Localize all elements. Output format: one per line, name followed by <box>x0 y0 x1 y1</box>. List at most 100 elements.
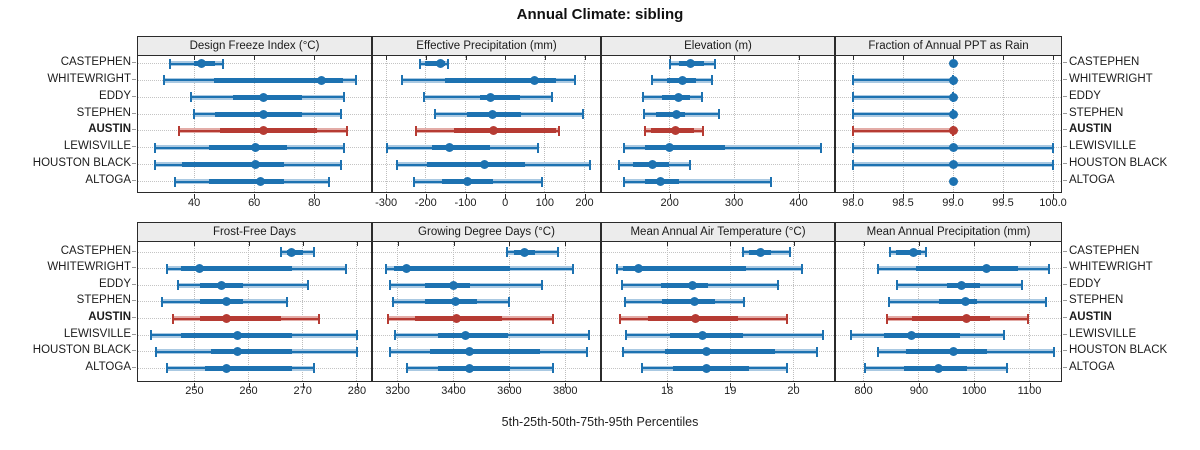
whisker-cap-5th <box>395 159 398 170</box>
x-tick-mark-top <box>544 56 546 60</box>
whisker-cap-95th <box>340 109 343 120</box>
y-tick-mark <box>1063 267 1067 269</box>
median-dot <box>451 314 461 323</box>
whisker-cap-95th <box>717 109 720 120</box>
x-tick-mark-top <box>584 56 586 60</box>
whisker-cap-95th <box>1021 280 1024 291</box>
row-label-right: LEWISVILLE <box>1069 327 1137 340</box>
whisker-cap-5th <box>888 247 891 257</box>
percentile-band-25-75 <box>182 162 285 168</box>
whisker-cap-95th <box>689 159 692 170</box>
median-dot <box>689 297 699 307</box>
row-label-right: EDDY <box>1069 89 1101 102</box>
percentile-line-5-95 <box>178 284 309 287</box>
whisker-cap-5th <box>622 142 625 153</box>
percentile-line-5-95 <box>623 180 771 183</box>
y-tick-mark <box>1063 78 1067 80</box>
whisker-cap-95th <box>1006 363 1009 374</box>
whisker-cap-5th <box>642 109 645 120</box>
row-label-left: LEWISVILLE <box>63 327 131 340</box>
whisker-cap-95th <box>552 363 555 374</box>
vertical-gridline <box>356 242 358 381</box>
x-tick-mark-top <box>903 56 904 60</box>
x-tick-label: 200 <box>660 197 679 209</box>
vertical-gridline <box>918 242 920 381</box>
median-dot <box>401 264 411 274</box>
whisker-cap-5th <box>624 296 627 307</box>
whisker-cap-5th <box>160 296 163 307</box>
percentile-band-25-75 <box>427 162 525 168</box>
whisker-cap-95th <box>700 92 703 103</box>
row-label-left: ALTOGA <box>85 360 131 373</box>
percentile-line-5-95 <box>853 79 953 82</box>
panel-plot-area <box>836 56 1061 192</box>
vertical-gridline <box>193 242 195 381</box>
whisker-cap-5th <box>852 125 854 136</box>
median-dot <box>195 264 205 274</box>
row-label-right: STEPHEN <box>1069 106 1124 119</box>
median-dot <box>450 297 460 307</box>
y-tick-mark <box>132 267 136 269</box>
whisker-cap-5th <box>412 176 415 187</box>
x-tick-mark <box>386 194 388 199</box>
row-label-left: AUSTIN <box>88 123 131 136</box>
y-tick-mark <box>1063 300 1067 302</box>
whisker-cap-5th <box>852 109 854 120</box>
row-label-right: WHITEWRIGHT <box>1069 72 1153 85</box>
x-tick-mark <box>584 194 586 199</box>
whisker-cap-5th <box>163 75 166 86</box>
vertical-gridline <box>669 56 671 192</box>
whisker-cap-5th <box>154 159 157 170</box>
whisker-cap-5th <box>622 176 625 187</box>
whisker-cap-95th <box>1047 263 1050 274</box>
x-tick-label: -100 <box>454 197 477 209</box>
whisker-cap-5th <box>178 125 181 136</box>
vertical-gridline <box>584 56 585 192</box>
whisker-cap-95th <box>1052 142 1054 153</box>
y-tick-mark <box>132 250 136 252</box>
whisker-cap-95th <box>536 142 539 153</box>
x-tick-mark-top <box>465 56 467 60</box>
percentile-band-25-75 <box>213 77 343 83</box>
percentile-band-25-75 <box>912 316 991 321</box>
percentile-band-25-75 <box>393 266 510 272</box>
x-tick-mark-top <box>425 56 427 60</box>
row-label-left: CASTEPHEN <box>60 244 131 257</box>
median-dot <box>948 126 958 136</box>
row-label-right: AUSTIN <box>1069 123 1112 136</box>
median-dot <box>671 126 680 136</box>
median-dot <box>673 92 683 102</box>
vertical-gridline <box>902 56 904 192</box>
y-tick-mark <box>1063 62 1067 63</box>
vertical-gridline <box>302 242 304 381</box>
row-label-right: ALTOGA <box>1069 360 1115 373</box>
whisker-cap-95th <box>346 125 349 136</box>
whisker-cap-5th <box>621 346 624 357</box>
x-tick-mark <box>565 383 567 388</box>
whisker-cap-95th <box>328 176 331 187</box>
median-dot <box>530 75 539 85</box>
panel-plot-area <box>373 56 600 192</box>
x-tick-mark <box>1029 383 1031 388</box>
whisker-cap-95th <box>285 296 288 307</box>
median-dot <box>258 92 268 102</box>
percentile-band-25-75 <box>199 316 282 321</box>
whisker-cap-5th <box>385 263 388 274</box>
whisker-cap-95th <box>789 247 792 257</box>
x-tick-mark <box>544 194 546 199</box>
median-dot <box>634 264 644 274</box>
panel-strip-title: Growing Degree Days (°C) <box>373 223 600 242</box>
median-dot <box>698 330 707 340</box>
x-tick-mark-top <box>453 242 455 246</box>
median-dot <box>464 363 474 373</box>
x-tick-mark-top <box>669 56 671 60</box>
x-tick-mark <box>734 194 736 199</box>
x-tick-label: 19 <box>724 385 737 397</box>
y-tick-mark <box>1063 129 1067 131</box>
median-dot <box>962 314 971 323</box>
median-dot <box>197 59 207 68</box>
whisker-cap-5th <box>280 247 283 257</box>
y-tick-mark <box>1063 146 1067 148</box>
median-dot <box>948 143 958 153</box>
whisker-cap-5th <box>852 75 854 86</box>
